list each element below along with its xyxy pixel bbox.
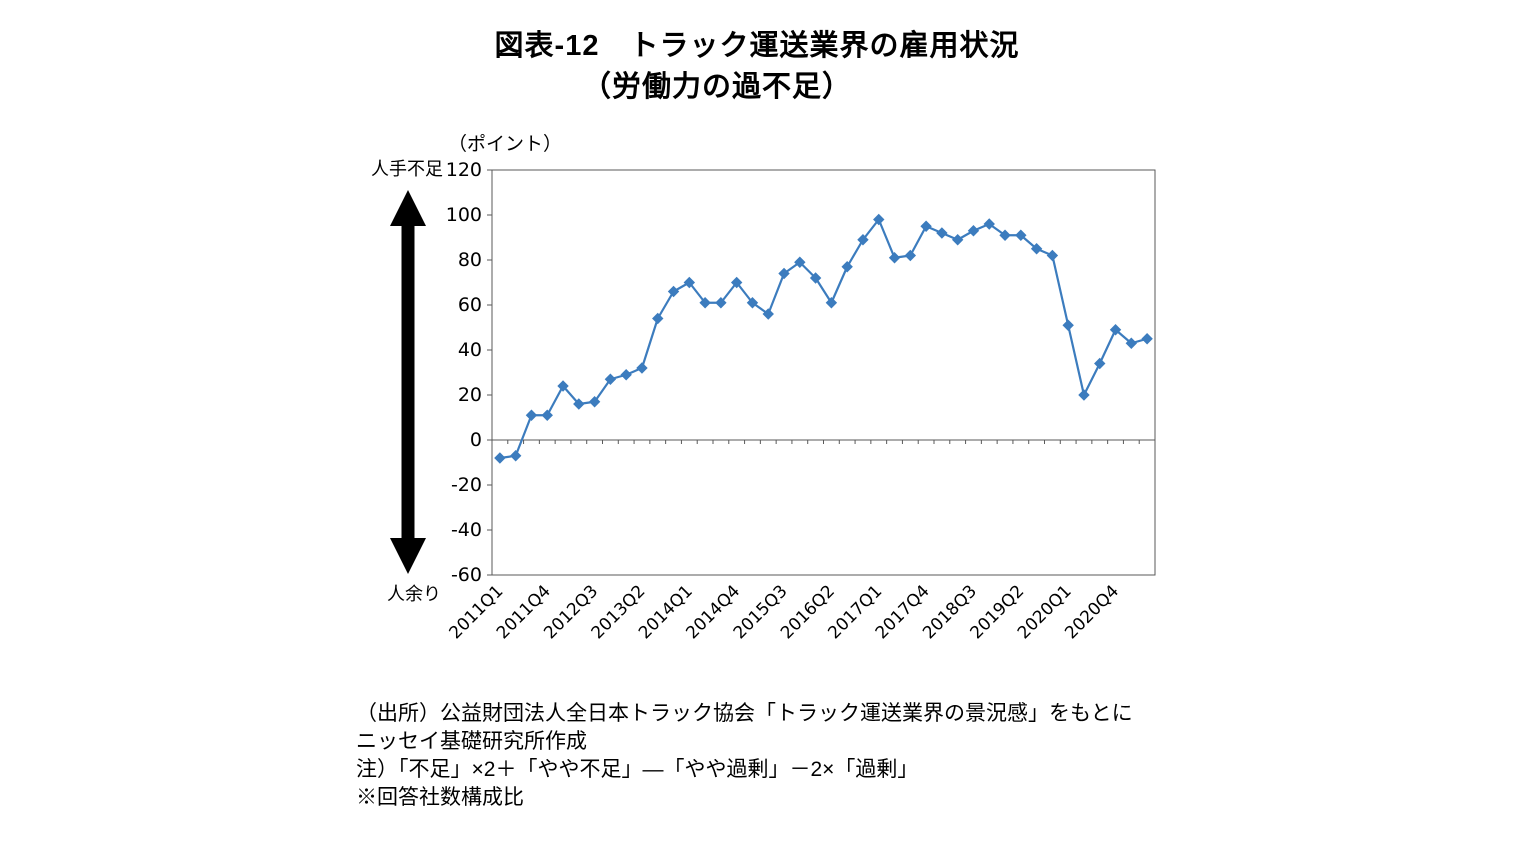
data-point-marker: [746, 297, 759, 309]
data-point-marker: [762, 308, 774, 320]
y-axis-label: 100: [446, 204, 482, 226]
labor-shortage-label: 人手不足: [371, 159, 443, 179]
data-point-marker: [557, 380, 569, 392]
data-point-marker: [794, 256, 806, 268]
data-point-marker: [715, 297, 727, 309]
chart-title: 図表-12 トラック運送業界の雇用状況: [494, 30, 1020, 62]
data-point-marker: [588, 396, 601, 408]
chart-subtitle: （労働力の過不足）: [581, 71, 852, 103]
data-point-marker: [904, 249, 917, 262]
data-point-marker: [620, 369, 632, 381]
data-point-marker: [494, 452, 506, 464]
data-point-marker: [825, 297, 838, 309]
y-axis-label: 80: [458, 249, 482, 271]
data-point-marker: [1078, 389, 1090, 401]
data-point-marker: [636, 362, 648, 374]
data-point-marker: [951, 234, 964, 246]
ratio-note: ※回答社数構成比: [356, 786, 524, 809]
shortage-surplus-arrow-icon: [390, 190, 426, 574]
data-point-marker: [1046, 249, 1059, 262]
data-point-marker: [1125, 337, 1138, 349]
y-axis-label: 40: [458, 339, 482, 361]
y-axis-label: 60: [458, 294, 482, 316]
y-axis-label: 20: [458, 384, 482, 406]
labor-surplus-label: 人余り: [387, 584, 441, 604]
data-point-marker: [667, 285, 680, 298]
data-point-marker: [699, 297, 711, 309]
data-point-marker: [1015, 229, 1027, 241]
source-notes: （出所）公益財団法人全日本トラック協会「トラック運送業界の景況感」をもとに ニッ…: [356, 700, 1133, 812]
data-point-marker: [525, 409, 538, 421]
data-point-marker: [967, 225, 980, 237]
chart-title-block: 図表-12 トラック運送業界の雇用状況 （労働力の過不足）: [0, 26, 1514, 108]
data-point-marker: [920, 220, 932, 232]
y-axis-label: -60: [451, 564, 482, 586]
data-point-marker: [1030, 243, 1043, 255]
data-point-marker: [509, 450, 522, 462]
y-axis-label: -40: [451, 519, 482, 541]
y-axis-label: 120: [446, 159, 482, 181]
data-point-marker: [652, 312, 664, 325]
source-note-line2: ニッセイ基礎研究所作成: [356, 730, 587, 753]
data-point-marker: [841, 261, 853, 273]
data-point-marker: [778, 267, 790, 280]
plot-frame: [491, 169, 1156, 576]
data-point-marker: [857, 234, 869, 246]
data-point-marker: [604, 373, 617, 385]
data-point-marker: [888, 252, 901, 264]
data-point-marker: [1141, 333, 1153, 345]
double-arrow-shape: [390, 190, 426, 574]
data-point-marker: [1109, 324, 1122, 336]
data-point-marker: [873, 213, 885, 226]
data-point-marker: [683, 276, 696, 289]
data-point-marker: [809, 272, 822, 284]
data-point-marker: [1062, 319, 1074, 331]
method-note: 注）「不足」×2＋「やや不足」―「やや過剰」－2×「過剰」: [356, 758, 919, 781]
data-point-marker: [1094, 357, 1106, 370]
y-axis-unit-label: （ポイント）: [448, 134, 563, 155]
source-note-line1: （出所）公益財団法人全日本トラック協会「トラック運送業界の景況感」をもとに: [356, 702, 1133, 725]
y-axis-label: -20: [451, 474, 482, 496]
data-point-marker: [730, 276, 743, 289]
y-axis-label: 0: [470, 429, 482, 451]
data-point-marker: [936, 227, 948, 239]
data-point-marker: [541, 409, 553, 421]
data-point-marker: [573, 398, 585, 410]
data-point-marker: [983, 218, 995, 230]
data-point-marker: [999, 229, 1011, 241]
